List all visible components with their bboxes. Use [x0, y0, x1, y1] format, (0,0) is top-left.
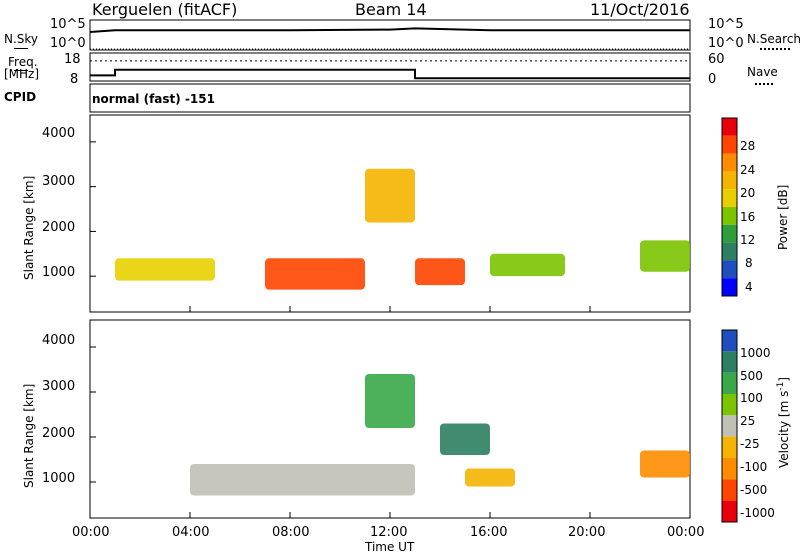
cpid-panel-frame	[89, 83, 691, 113]
velocity-region-3	[440, 423, 490, 455]
velocity-cbar-cell-3	[722, 394, 737, 416]
time-tick-1: 04:00	[172, 525, 210, 540]
power-cbar-tick-16: 16	[740, 210, 756, 224]
time-tick-2: 08:00	[272, 525, 310, 540]
power-cbar-tick-28: 28	[740, 139, 756, 153]
power-cbar-cell-4	[722, 189, 737, 207]
velocity-cbar-cell-8	[722, 500, 737, 522]
time-tick-4: 16:00	[470, 525, 508, 540]
freq-right-tick-bottom: 0	[708, 72, 717, 87]
time-tick-6: 00:00	[667, 525, 705, 540]
power-cbar-tick-4: 4	[745, 280, 753, 294]
power-cbar-tick-24: 24	[740, 163, 756, 177]
velocity-cbar-cell-6	[722, 458, 737, 480]
time-tick-3: 12:00	[370, 525, 408, 540]
nave-legend-line	[755, 83, 773, 85]
power-ylabel: Slant Range [km]	[22, 175, 36, 280]
nsky-left-tick-top: 10^5	[50, 17, 86, 32]
power-ytick-3000: 3000	[42, 174, 76, 189]
velocity-cbar-frame	[721, 329, 738, 523]
vel-cbar-label-end: ]	[777, 377, 791, 382]
velocity-cbar-cell-1	[722, 351, 737, 373]
freq-left-tick-top: 18	[64, 52, 81, 67]
velocity-ytick-2000: 2000	[42, 426, 76, 441]
vel-cbar-tick-1000: 1000	[740, 346, 771, 360]
power-region-1	[415, 258, 465, 286]
nsky-legend-line	[14, 48, 28, 49]
cpid-label: CPID	[4, 90, 37, 104]
velocity-region-2	[365, 374, 415, 428]
freq-series-line	[90, 68, 690, 80]
time-tick-0: 00:00	[72, 525, 110, 540]
nsky-panel-frame	[89, 19, 691, 51]
power-cbar-label: Power [dB]	[776, 184, 790, 250]
vel-cbar-label: Velocity [m s-1]	[776, 377, 791, 468]
nsky-series-line	[89, 27, 690, 33]
nave-label: Nave	[747, 65, 778, 79]
power-cbar-cell-7	[722, 242, 737, 261]
nsky-right-tick-top: 10^5	[708, 17, 744, 32]
power-cbar-cell-9	[722, 278, 737, 296]
velocity-ytick-3000: 3000	[42, 379, 76, 394]
vel-cbar-tick-100: 100	[740, 391, 763, 405]
freq-right-tick-top: 60	[708, 52, 725, 67]
velocity-cbar-cell-5	[722, 436, 737, 458]
power-cbar-tick-8: 8	[745, 256, 753, 270]
freq-left-tick-bottom: 8	[70, 72, 79, 87]
velocity-region-1	[465, 468, 515, 487]
velocity-region-0	[190, 464, 415, 496]
nsearch-label: N.Search	[747, 32, 800, 46]
nsky-label: N.Sky	[4, 32, 39, 46]
vel-cbar-label-sup: -1	[776, 381, 786, 391]
power-cbar-tick-20: 20	[740, 186, 756, 200]
velocity-cbar-cell-4	[722, 415, 737, 437]
beam-title: Beam 14	[355, 0, 427, 19]
power-ytick-2000: 2000	[42, 220, 76, 235]
velocity-region-4	[640, 450, 690, 478]
time-tick-5: 20:00	[568, 525, 606, 540]
power-cbar-cell-1	[722, 135, 737, 154]
velocity-ylabel: Slant Range [km]	[22, 383, 36, 488]
vel-cbar-tick-25: 25	[740, 414, 756, 428]
power-cbar-cell-6	[722, 224, 737, 243]
power-cbar-cell-2	[722, 153, 737, 172]
power-region-5	[640, 240, 690, 272]
power-ytick-1000: 1000	[42, 265, 76, 280]
vel-cbar-tick-neg25: -25	[740, 437, 760, 451]
power-cbar-cell-8	[722, 260, 737, 279]
velocity-cbar-cell-0	[722, 330, 737, 352]
power-region-0	[265, 258, 365, 290]
vel-cbar-label-main: Velocity [m s	[777, 390, 791, 468]
vel-cbar-tick-neg100: -100	[740, 460, 768, 474]
velocity-cbar-cell-7	[722, 479, 737, 501]
cpid-text: normal (fast) -151	[92, 92, 215, 106]
vel-cbar-tick-neg1000: -1000	[740, 506, 775, 520]
freq-label: Freq.	[8, 55, 38, 69]
freq-panel-frame	[89, 52, 691, 82]
time-axis-label: Time UT	[365, 540, 415, 554]
station-title: Kerguelen (fitACF)	[92, 0, 238, 19]
velocity-ytick-1000: 1000	[42, 471, 76, 486]
power-region-2	[115, 258, 215, 281]
power-cbar-cell-5	[722, 207, 737, 225]
power-region-4	[490, 253, 565, 277]
vel-cbar-tick-500: 500	[740, 369, 763, 383]
power-cbar-tick-12: 12	[740, 233, 756, 247]
vel-cbar-tick-neg500: -500	[740, 483, 768, 497]
nsearch-legend-line	[760, 48, 790, 50]
power-ytick-4000: 4000	[42, 126, 76, 141]
freq-unit-label: [MHz]	[4, 67, 40, 81]
power-cbar-cell-0	[722, 118, 737, 136]
power-cbar-frame	[721, 117, 738, 297]
velocity-cbar-cell-2	[722, 372, 737, 394]
date-title: 11/Oct/2016	[590, 0, 690, 19]
nsky-left-tick-bottom: 10^0	[50, 36, 86, 51]
power-cbar-cell-3	[722, 171, 737, 190]
power-region-3	[365, 168, 415, 223]
nsky-right-tick-bottom: 10^0	[708, 36, 744, 51]
freq-legend-line	[14, 70, 28, 71]
velocity-ytick-4000: 4000	[42, 333, 76, 348]
